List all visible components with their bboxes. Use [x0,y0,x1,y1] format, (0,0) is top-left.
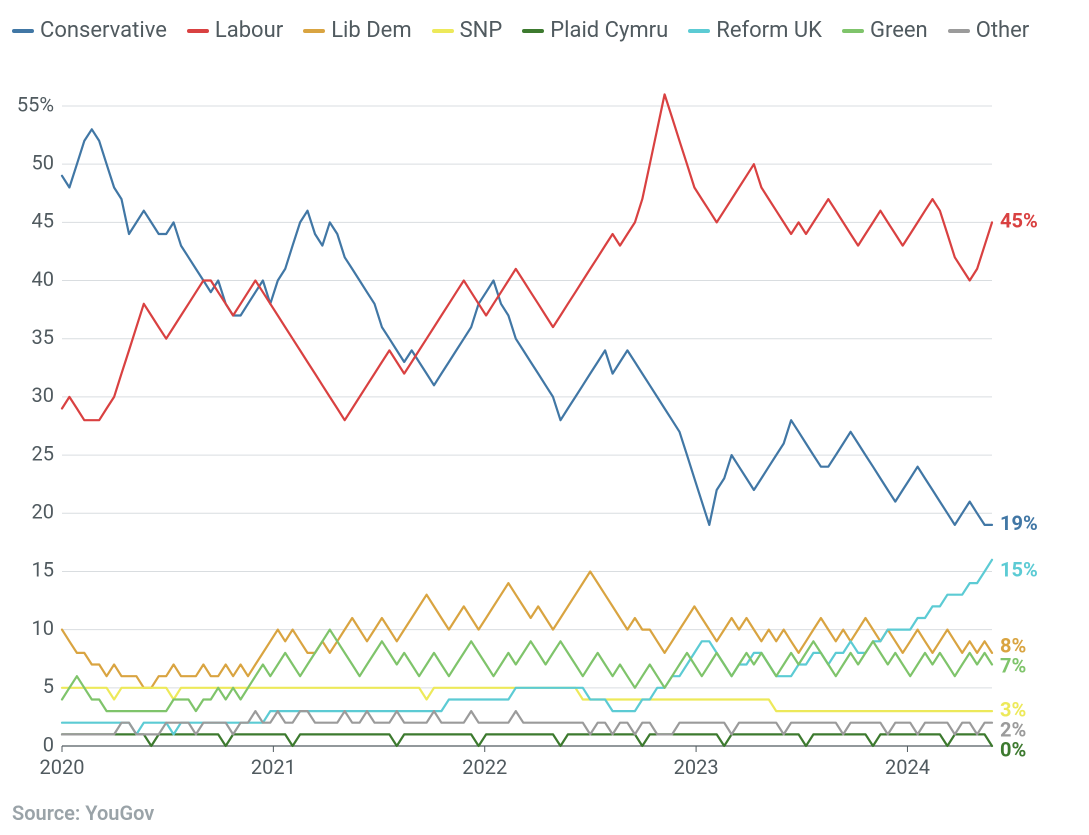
series-end-label-labour: 45% [1000,209,1038,233]
legend-item-labour: Labour [187,14,283,47]
legend-item-reform: Reform UK [688,14,822,47]
legend-swatch-plaid [522,29,544,33]
legend-label-green: Green [870,14,928,47]
y-tick-label: 55% [17,92,54,116]
legend-swatch-other [948,29,970,33]
series-end-label-plaid: 0% [1000,737,1026,761]
series-line-green [62,630,992,712]
legend-label-other: Other [976,14,1030,47]
y-tick-label: 30 [32,383,54,407]
legend-item-libdem: Lib Dem [303,14,411,47]
series-end-label-conservative: 19% [1000,511,1038,535]
chart-legend: Conservative Labour Lib Dem SNP Plaid Cymru R… [12,6,1072,47]
legend-label-libdem: Lib Dem [331,14,411,47]
y-tick-label: 25 [32,441,54,465]
legend-item-other: Other [948,14,1030,47]
legend-swatch-reform [688,29,710,33]
y-tick-label: 0 [43,732,54,756]
y-tick-label: 35 [32,325,54,349]
chart-container: Conservative Labour Lib Dem SNP Plaid Cymru R… [0,0,1089,835]
x-tick-label: 2024 [885,755,930,779]
legend-item-snp: SNP [432,14,503,47]
series-line-conservative [62,129,992,525]
line-chart: 0 5 10 15 20 25 30 35 40 45 50 55% 2020 2021 2022 2023 2… [0,0,1089,835]
legend-swatch-libdem [303,29,325,33]
y-tick-label: 10 [32,616,54,640]
legend-swatch-green [842,29,864,33]
legend-swatch-labour [187,29,209,33]
x-tick-label: 2020 [40,755,85,779]
series-end-label-green: 7% [1000,653,1026,677]
series-line-labour [62,94,992,420]
y-tick-label: 15 [32,558,54,582]
legend-label-conservative: Conservative [40,14,167,47]
legend-item-conservative: Conservative [12,14,167,47]
legend-item-green: Green [842,14,928,47]
y-tick-label: 20 [32,500,54,524]
series-line-snp [62,688,992,711]
legend-swatch-snp [432,29,454,33]
y-tick-label: 45 [32,209,54,233]
x-tick-label: 2021 [251,755,296,779]
legend-label-labour: Labour [215,14,283,47]
x-tick-label: 2023 [674,755,719,779]
y-tick-label: 5 [43,674,54,698]
legend-item-plaid: Plaid Cymru [522,14,668,47]
series-end-label-reform: 15% [1000,558,1038,582]
x-tick-label: 2022 [462,755,507,779]
legend-label-snp: SNP [460,14,503,47]
legend-label-reform: Reform UK [716,14,822,47]
y-tick-label: 50 [32,150,54,174]
series-line-plaid [62,734,992,746]
y-tick-label: 40 [32,267,54,291]
legend-swatch-conservative [12,29,34,33]
legend-label-plaid: Plaid Cymru [550,14,668,47]
chart-source-label: Source: YouGov [12,801,154,825]
